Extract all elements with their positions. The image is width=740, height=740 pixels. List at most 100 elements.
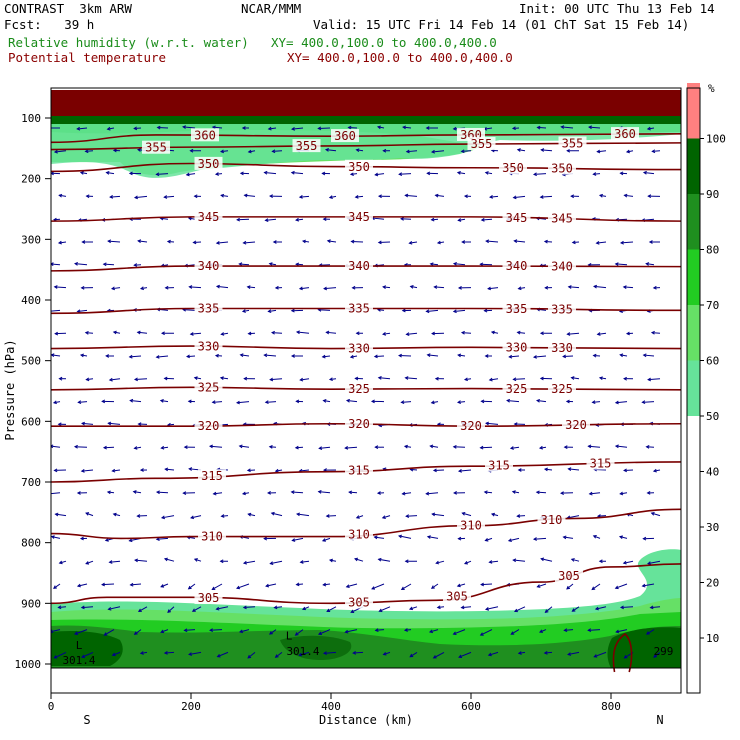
wind-vector-head <box>401 308 406 313</box>
wind-vector-head <box>479 262 484 267</box>
y-tick-label: 100 <box>21 112 41 125</box>
wind-vector <box>509 355 520 358</box>
theta-contour-label: 325 <box>506 382 528 396</box>
wind-vector <box>650 606 661 609</box>
contour-label-bg <box>502 210 531 224</box>
wind-vector <box>561 126 574 129</box>
wind-vector <box>567 515 580 519</box>
wind-vector-head <box>220 193 225 198</box>
theta-contour-label: 340 <box>551 259 573 273</box>
wind-vector-head <box>263 536 268 541</box>
wind-vector-head <box>350 609 355 613</box>
wind-vector-head <box>452 444 457 449</box>
wind-vector-head <box>382 285 387 289</box>
wind-vector-head <box>267 309 272 314</box>
wind-vector-head <box>79 353 84 358</box>
wind-vector-head <box>295 217 300 222</box>
wind-vector-head <box>397 534 403 539</box>
wind-vector <box>300 378 310 381</box>
wind-vector-head <box>163 376 168 381</box>
wind-vector <box>517 149 526 152</box>
wind-vector-head <box>269 377 274 382</box>
wind-vector <box>160 217 169 220</box>
wind-vector <box>453 629 466 635</box>
wind-vector <box>540 195 553 198</box>
wind-vector <box>507 400 520 403</box>
wind-vector-head <box>155 490 160 495</box>
wind-vector-head <box>480 582 485 587</box>
wind-vector <box>464 560 472 565</box>
wind-vector <box>323 583 331 586</box>
wind-vector <box>410 285 418 289</box>
wind-vector-head <box>463 194 468 199</box>
wind-vector <box>436 560 445 564</box>
wind-vector-head <box>57 240 62 245</box>
wind-vector <box>383 651 391 655</box>
rh-fill-top-90 <box>51 116 681 124</box>
wind-vector <box>135 559 148 562</box>
wind-vector <box>539 629 547 633</box>
wind-vector-head <box>239 171 244 176</box>
wind-vector-head <box>271 330 275 335</box>
wind-vector-head <box>163 650 168 655</box>
wind-vector-head <box>623 655 628 659</box>
contour-label-bg <box>537 513 566 527</box>
wind-vector-head <box>136 330 141 335</box>
wind-vector <box>299 195 310 198</box>
wind-vector-head <box>409 653 414 658</box>
wind-vector-head <box>81 240 86 244</box>
wind-vector-head <box>488 377 493 382</box>
wind-vector-head <box>299 560 304 564</box>
wind-vector <box>51 629 61 633</box>
wind-vector <box>567 651 580 656</box>
wind-vector-head <box>483 490 488 495</box>
wind-vector <box>616 629 628 633</box>
wind-vector <box>541 558 553 562</box>
wind-vector-head <box>242 605 247 610</box>
wind-vector <box>103 446 115 449</box>
wind-vector <box>533 537 547 540</box>
wind-vector <box>193 241 202 244</box>
wind-vector <box>513 378 526 380</box>
y-tick-label: 600 <box>21 415 41 428</box>
wind-vector-head <box>104 538 109 542</box>
wind-vector <box>458 354 466 357</box>
wind-vector <box>457 583 466 587</box>
contour-label-bg <box>198 529 226 543</box>
wind-vector-head <box>214 353 219 358</box>
wind-vector-head <box>186 354 191 359</box>
wind-vector <box>77 309 88 313</box>
contour-label-bg <box>198 469 226 483</box>
chart-annotation: 299 <box>654 645 674 658</box>
wind-vector-head <box>241 126 246 130</box>
wind-vector-head <box>214 172 219 176</box>
wind-vector-head <box>73 444 78 449</box>
theta-contour-label: 305 <box>446 590 468 604</box>
wind-vector-head <box>351 285 356 290</box>
contour-label-bg <box>345 259 373 273</box>
wind-vector-head <box>436 605 441 610</box>
wind-vector <box>209 445 223 448</box>
wind-vector <box>244 194 256 197</box>
wind-vector <box>190 332 202 335</box>
wind-vector <box>544 240 553 243</box>
wind-vector-head <box>133 195 138 200</box>
wind-vector-head <box>592 353 597 358</box>
wind-vector-head <box>487 652 492 657</box>
wind-vector <box>323 651 337 654</box>
wind-vector-head <box>461 240 466 244</box>
wind-vector <box>51 354 61 357</box>
theta-contour-label: 335 <box>551 302 573 316</box>
wind-vector-head <box>429 444 434 449</box>
theta-contour-label: 330 <box>551 341 573 355</box>
wind-vector <box>58 606 67 609</box>
wind-vector <box>643 171 655 175</box>
wind-vector-head <box>349 354 354 359</box>
wind-vector-head <box>109 195 114 199</box>
wind-vector-head <box>513 422 518 427</box>
wind-vector <box>104 629 115 636</box>
wind-vector-head <box>160 515 166 520</box>
wind-vector-head <box>614 585 619 590</box>
wind-vector-head <box>430 217 435 222</box>
wind-vector-head <box>54 512 59 517</box>
